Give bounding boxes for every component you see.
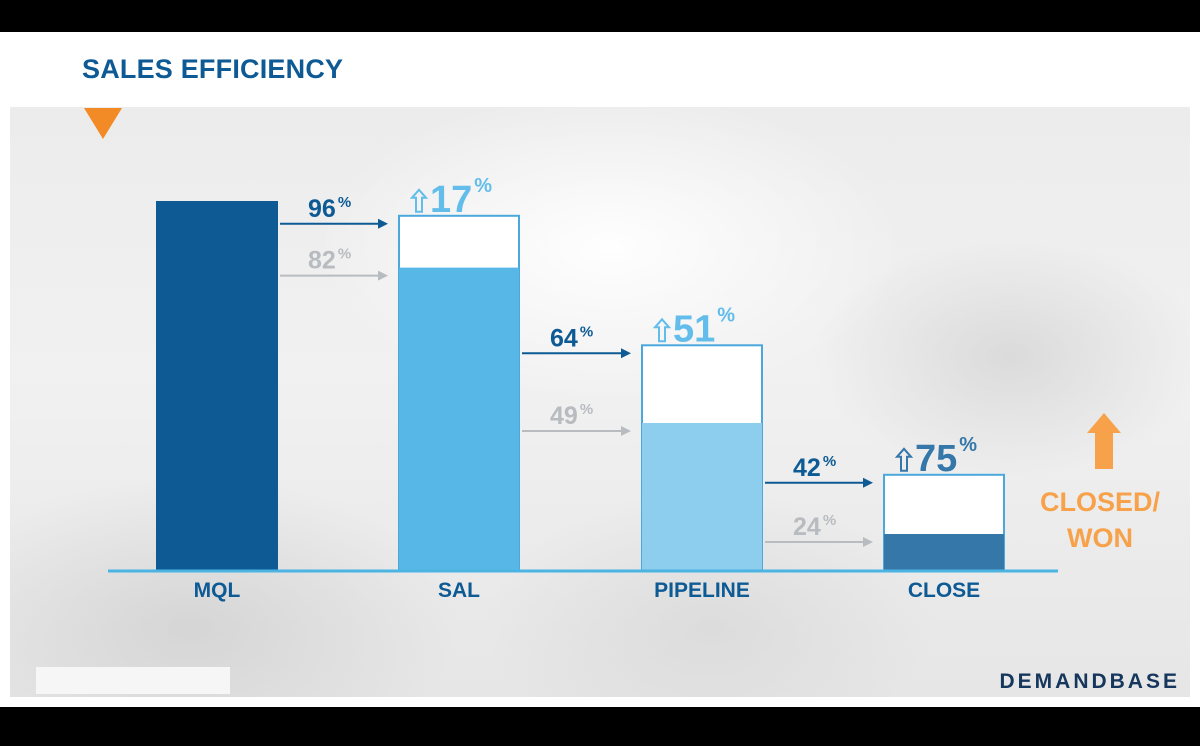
demandbase-logo: DEMANDBASE [999, 670, 1180, 693]
rate-label-close-previous: 24 [793, 513, 821, 541]
improvement-arrow-icon-close [894, 447, 914, 472]
closed-won-up-arrow-icon [1087, 413, 1121, 469]
rate-label-sal-previous: 82 [308, 247, 336, 275]
slide: SALES EFFICIENCY MQL SAL PIPELINE CLOSE 96% 8… [0, 32, 1200, 707]
arrow-sal-to-pipeline-previous [522, 426, 631, 436]
rate-label-pipeline-current: 64 [550, 324, 578, 352]
letterbox-top [0, 0, 1200, 32]
bar-sal-previous [399, 267, 519, 571]
category-label-close: CLOSE [908, 579, 980, 602]
rate-percent-sal-current: % [338, 194, 351, 211]
improvement-label-close: 75 [915, 438, 957, 480]
bar-mql [156, 201, 278, 571]
bars-layer [108, 201, 1058, 573]
category-label-sal: SAL [438, 579, 480, 602]
rate-label-close-current: 42 [793, 454, 821, 482]
rate-label-pipeline-previous: 49 [550, 402, 578, 430]
rate-percent-pipeline-previous: % [580, 401, 593, 418]
bar-close-previous [884, 534, 1004, 571]
bar-pipeline-previous [642, 423, 762, 571]
rate-percent-close-current: % [823, 453, 836, 470]
arrow-mql-to-sal-current [280, 218, 388, 229]
improvement-label-sal: 17 [430, 179, 472, 221]
arrow-pipeline-to-close-current [765, 477, 873, 488]
closed-won-label-line1: CLOSED/ [1040, 487, 1161, 517]
rate-label-sal-current: 96 [308, 195, 336, 223]
category-label-pipeline: PIPELINE [654, 579, 750, 602]
category-label-mql: MQL [194, 579, 241, 602]
letterbox-bottom [0, 707, 1200, 746]
improvement-percent-sal: % [474, 175, 492, 197]
improvement-arrow-icon-pipeline [652, 317, 672, 343]
rate-percent-sal-previous: % [338, 246, 351, 263]
slide-title: SALES EFFICIENCY [82, 54, 344, 84]
orange-triangle-icon [84, 108, 122, 139]
closed-won-label-line2: WON [1067, 523, 1133, 553]
improvement-arrow-icon-sal [409, 188, 429, 213]
conversion-arrows-layer [280, 218, 873, 547]
improvement-percent-pipeline: % [717, 304, 735, 326]
arrow-pipeline-to-close-previous [765, 537, 873, 547]
rate-percent-close-previous: % [823, 512, 836, 529]
arrow-sal-to-pipeline-current [522, 348, 631, 359]
rate-percent-pipeline-current: % [580, 323, 593, 340]
improvement-label-pipeline: 51 [673, 308, 715, 350]
arrow-mql-to-sal-previous [280, 270, 388, 281]
improvement-percent-close: % [959, 434, 977, 456]
footer-placeholder-box [36, 667, 230, 694]
